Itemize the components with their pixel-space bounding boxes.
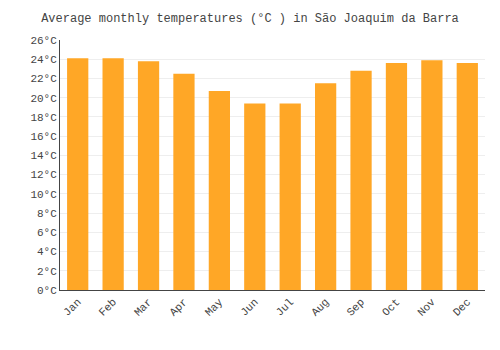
svg-text:22°C: 22°C <box>30 73 57 85</box>
svg-text:14°C: 14°C <box>30 150 57 162</box>
svg-text:Mar: Mar <box>132 296 154 318</box>
svg-text:May: May <box>203 296 226 319</box>
svg-text:Aug: Aug <box>309 296 331 318</box>
svg-text:6°C: 6°C <box>37 227 57 239</box>
svg-text:Average monthly temperatures (: Average monthly temperatures (°C ) in Sã… <box>41 12 459 26</box>
svg-text:18°C: 18°C <box>30 112 57 124</box>
svg-text:8°C: 8°C <box>37 208 57 220</box>
svg-text:Feb: Feb <box>97 296 119 318</box>
svg-text:2°C: 2°C <box>37 266 57 278</box>
svg-text:Apr: Apr <box>167 296 189 318</box>
svg-text:24°C: 24°C <box>30 54 57 66</box>
svg-text:0°C: 0°C <box>37 285 57 297</box>
svg-text:Oct: Oct <box>380 296 402 318</box>
svg-text:Jan: Jan <box>61 296 83 318</box>
svg-text:Jul: Jul <box>274 296 296 318</box>
svg-text:4°C: 4°C <box>37 246 57 258</box>
svg-text:Nov: Nov <box>415 296 438 319</box>
svg-text:10°C: 10°C <box>30 189 57 201</box>
svg-text:Dec: Dec <box>451 296 473 318</box>
svg-text:26°C: 26°C <box>30 35 57 47</box>
svg-text:12°C: 12°C <box>30 169 57 181</box>
svg-text:Jun: Jun <box>238 296 260 318</box>
svg-text:20°C: 20°C <box>30 93 57 105</box>
svg-text:16°C: 16°C <box>30 131 57 143</box>
svg-text:Sep: Sep <box>345 296 367 318</box>
